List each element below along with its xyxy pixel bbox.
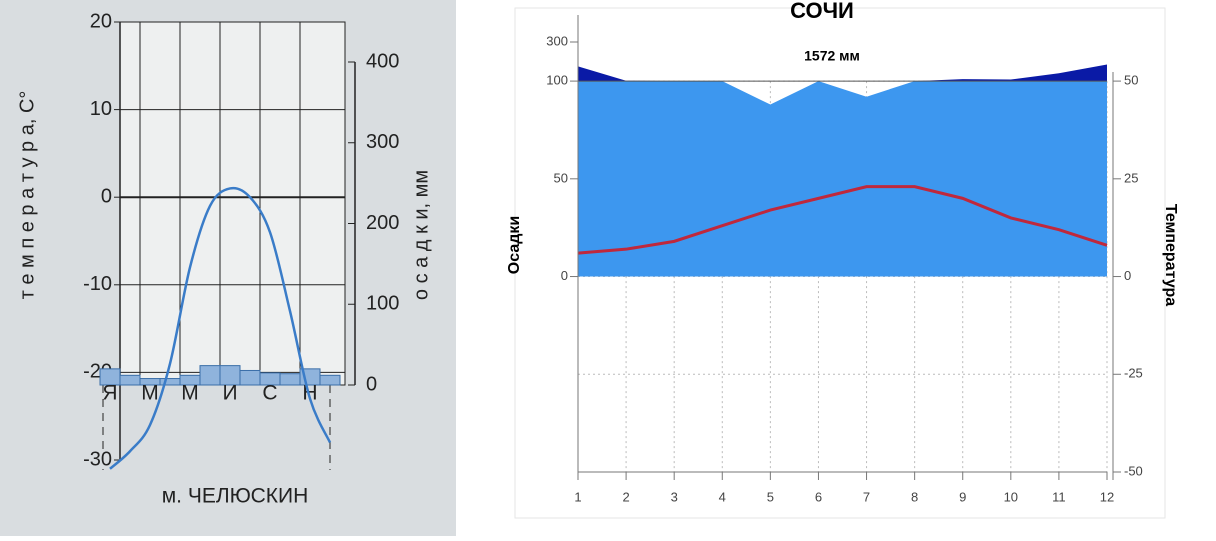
- precipitation-bar: [119, 374, 141, 386]
- x-tick-label: 8: [911, 489, 918, 504]
- precipitation-bar: [319, 374, 341, 386]
- y2-tick-label: 200: [366, 212, 399, 234]
- chart-title: СОЧИ: [790, 0, 854, 23]
- precipitation-excess: [578, 64, 1107, 82]
- precipitation-area: [578, 81, 1107, 277]
- x-tick-label: 2: [622, 489, 629, 504]
- y2-tick-label: 25: [1124, 170, 1138, 185]
- x-tick-label: 6: [815, 489, 822, 504]
- temperature-line: [109, 186, 332, 470]
- y-tick-label: 100: [546, 73, 568, 88]
- x-tick-label: 7: [863, 489, 870, 504]
- y-tick-label: 300: [546, 33, 568, 48]
- y2-tick-label: 300: [366, 131, 399, 153]
- y2-tick-label: 100: [366, 293, 399, 315]
- x-tick-label: И: [222, 382, 237, 405]
- x-tick-label: М: [181, 382, 199, 405]
- y2-tick-label: 400: [366, 50, 399, 72]
- x-tick-label: 5: [767, 489, 774, 504]
- x-tick-label: Я: [102, 382, 117, 405]
- x-tick-label: 10: [1004, 489, 1018, 504]
- precipitation-bar: [279, 373, 301, 386]
- precipitation-bar: [239, 369, 261, 386]
- annotation: 1572 мм: [804, 48, 860, 64]
- right-frame: [514, 7, 1166, 519]
- plot-area: [119, 21, 346, 386]
- x-tick-label: 4: [719, 489, 726, 504]
- y2-tick-label: -50: [1124, 463, 1143, 478]
- precipitation-bar: [199, 365, 221, 386]
- temperature-line: [577, 185, 1108, 255]
- x-tick-label: 11: [1052, 489, 1066, 504]
- y-tick-label: 20: [90, 10, 112, 32]
- x-tick-label: 12: [1100, 489, 1114, 504]
- precipitation-bar: [159, 378, 181, 386]
- x-tick-label: 9: [959, 489, 966, 504]
- y-tick-label: 0: [561, 268, 568, 283]
- y-tick-label: 10: [90, 98, 112, 120]
- x-tick-label: 3: [671, 489, 678, 504]
- y-tick-label: 0: [101, 185, 112, 207]
- y2-axis-title: о с а д к и, мм: [410, 170, 432, 300]
- y-tick-label: -30: [83, 448, 112, 470]
- y2-axis-title: Температура: [1162, 204, 1179, 306]
- y-axis-title: т е м п е р а т у р а, С°: [16, 91, 38, 300]
- x-tick-label: М: [141, 382, 159, 405]
- y2-tick-label: -25: [1124, 366, 1143, 381]
- y-axis-title: Осадки: [506, 216, 523, 274]
- x-tick-label: С: [262, 382, 277, 405]
- y2-tick-label: 0: [1124, 268, 1131, 283]
- y2-tick-label: 0: [366, 373, 377, 395]
- y-tick-label: 50: [554, 170, 568, 185]
- y-tick-label: -10: [83, 273, 112, 295]
- y2-tick-label: 50: [1124, 73, 1138, 88]
- chart-title: м. ЧЕЛЮСКИН: [162, 485, 309, 508]
- x-tick-label: 1: [574, 489, 581, 504]
